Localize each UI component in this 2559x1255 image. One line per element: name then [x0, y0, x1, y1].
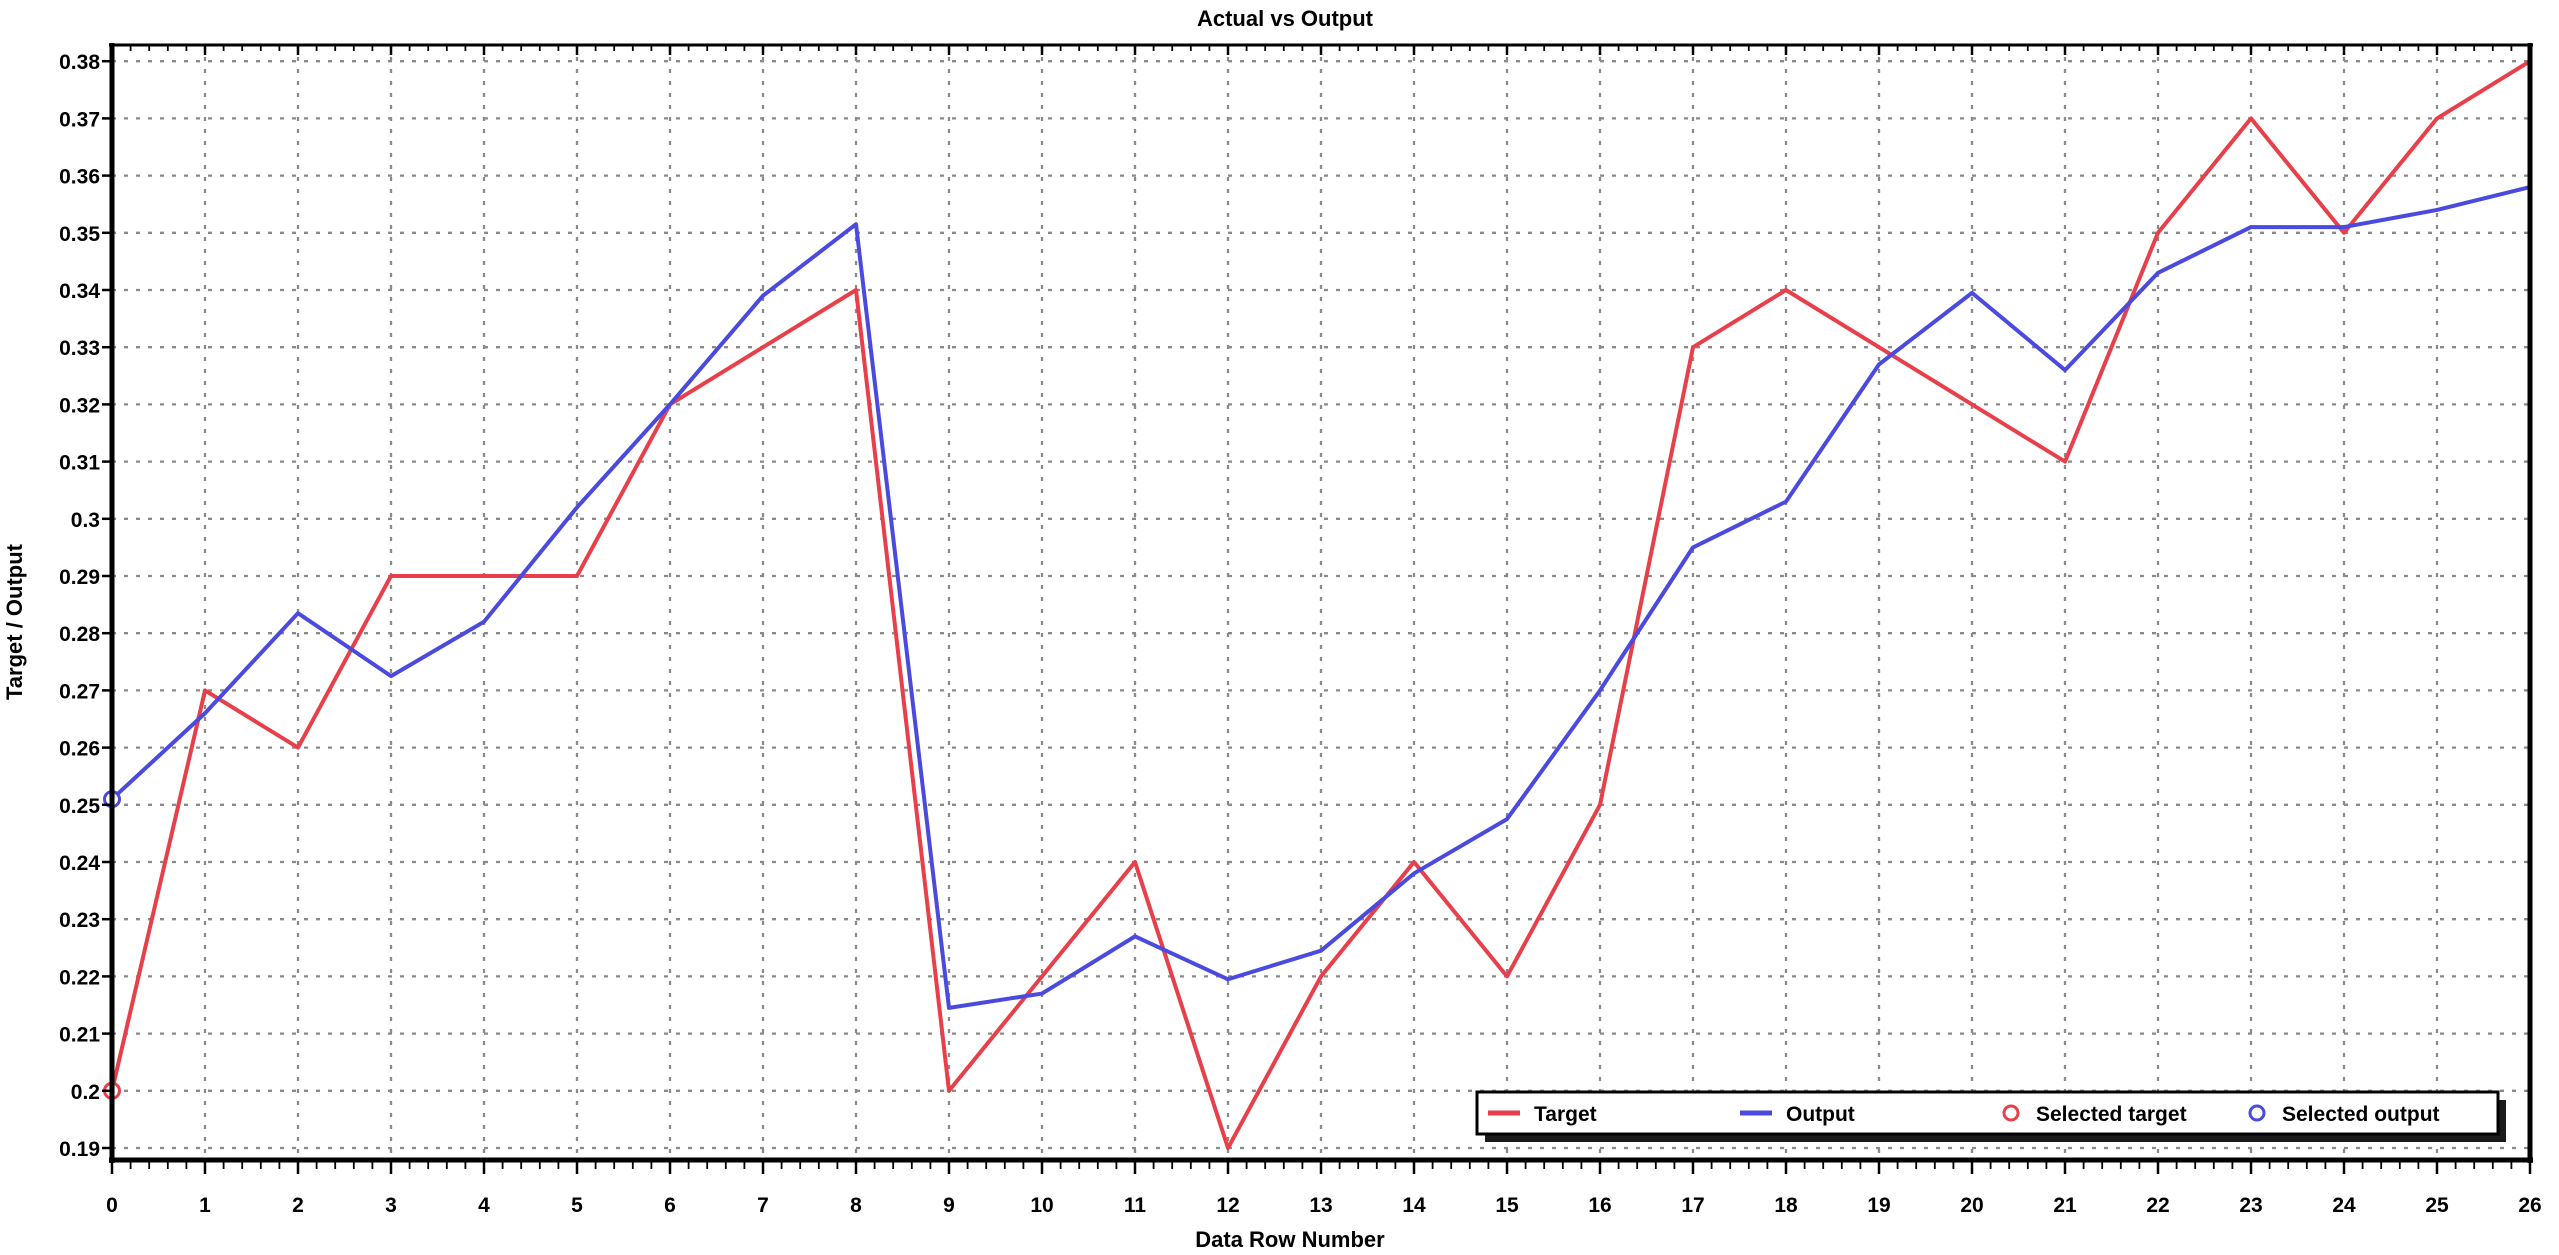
y-tick-label: 0.21 [59, 1024, 100, 1047]
x-tick-label: 9 [943, 1194, 955, 1217]
y-tick-label: 0.2 [71, 1081, 100, 1104]
y-tick-label: 0.35 [59, 223, 100, 246]
legend-item-selected-output[interactable]: Selected output [2248, 1103, 2440, 1126]
legend-item-target[interactable]: Target [1488, 1103, 1597, 1126]
x-tick-label: 22 [2146, 1194, 2169, 1217]
legend-item-selected-target[interactable]: Selected target [2002, 1103, 2187, 1126]
x-tick-label: 6 [664, 1194, 676, 1217]
x-tick-label: 20 [1960, 1194, 1983, 1217]
x-tick-label: 12 [1216, 1194, 1239, 1217]
y-tick-label: 0.19 [59, 1138, 100, 1161]
x-tick-label: 4 [478, 1194, 490, 1217]
x-axis-title: Data Row Number [1195, 1227, 1385, 1252]
legend-item-output[interactable]: Output [1740, 1103, 1855, 1126]
x-tick-label: 3 [385, 1194, 397, 1217]
x-tick-label: 19 [1867, 1194, 1890, 1217]
x-tick-label: 7 [757, 1194, 769, 1217]
legend-label-selected-output: Selected output [2282, 1103, 2440, 1126]
plot-frame [109, 43, 2533, 1163]
y-tick-label: 0.26 [59, 738, 100, 761]
y-tick-label: 0.33 [59, 337, 100, 360]
legend: Target Output Selected target Selected outp… [1475, 1090, 2506, 1142]
y-tick-label: 0.31 [59, 452, 100, 475]
x-tick-label: 8 [850, 1194, 862, 1217]
x-tick-label: 5 [571, 1194, 583, 1217]
y-tick-label: 0.34 [59, 280, 100, 303]
y-tick-label: 0.23 [59, 909, 100, 932]
x-tick-label: 2 [292, 1194, 304, 1217]
x-tick-label: 24 [2332, 1194, 2356, 1217]
y-tick-label: 0.32 [59, 394, 100, 417]
y-tick-label: 0.38 [59, 51, 100, 74]
x-tick-label: 1 [199, 1194, 211, 1217]
axis-ticks [102, 45, 2532, 1174]
y-tick-label: 0.25 [59, 795, 100, 818]
legend-label-target: Target [1534, 1103, 1597, 1126]
x-tick-label: 15 [1495, 1194, 1519, 1217]
y-tick-label: 0.37 [59, 108, 100, 131]
legend-label-output: Output [1786, 1103, 1855, 1126]
x-tick-label: 25 [2425, 1194, 2449, 1217]
y-tick-label: 0.29 [59, 566, 100, 589]
y-tick-label: 0.36 [59, 166, 100, 189]
x-tick-label: 26 [2518, 1194, 2541, 1217]
x-tick-label: 0 [106, 1194, 118, 1217]
chart-title: Actual vs Output [1197, 6, 1374, 31]
x-tick-label: 18 [1774, 1194, 1798, 1217]
legend-label-selected-target: Selected target [2036, 1103, 2187, 1126]
target-series-line[interactable] [110, 59, 2532, 1150]
output-series-line[interactable] [110, 185, 2532, 1010]
x-tick-label: 23 [2239, 1194, 2262, 1217]
x-tick-label: 13 [1309, 1194, 1332, 1217]
y-tick-label: 0.3 [71, 509, 100, 532]
legend-box [1475, 1090, 2500, 1136]
y-tick-label: 0.22 [59, 966, 100, 989]
selected-output-marker-swatch [2248, 1104, 2266, 1122]
axis-labels: 0 1 2 3 4 5 6 7 8 9 10 11 12 13 14 15 16 17 18 19 20 21 22 23 24… [59, 51, 2542, 1217]
x-tick-label: 21 [2053, 1194, 2077, 1217]
y-tick-label: 0.24 [59, 852, 100, 875]
x-tick-label: 16 [1588, 1194, 1611, 1217]
y-axis-title: Target / Output [2, 543, 27, 700]
x-tick-label: 10 [1030, 1194, 1053, 1217]
y-tick-label: 0.28 [59, 623, 100, 646]
x-tick-label: 11 [1124, 1194, 1147, 1217]
selected-target-marker-swatch [2002, 1104, 2020, 1122]
x-tick-label: 17 [1681, 1194, 1704, 1217]
y-tick-label: 0.27 [59, 680, 100, 703]
gridlines [112, 45, 2532, 1160]
x-tick-label: 14 [1402, 1194, 1426, 1217]
